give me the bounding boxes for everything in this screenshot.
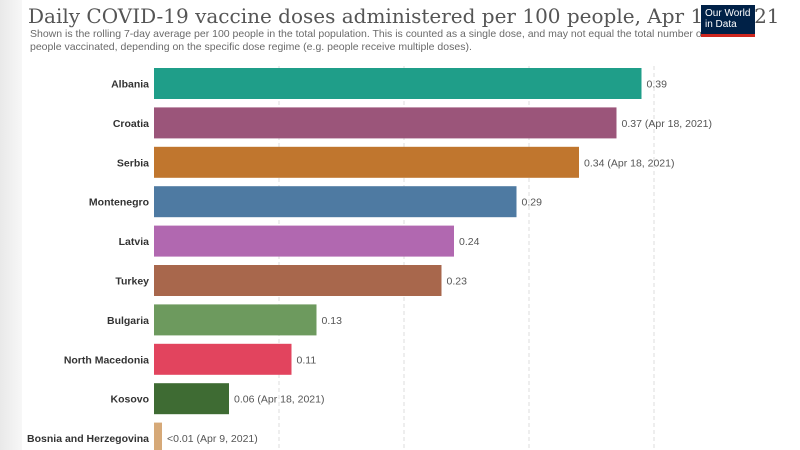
- category-label: Montenegro: [89, 197, 149, 209]
- bar-turkey[interactable]: [154, 265, 442, 296]
- bar-albania[interactable]: [154, 68, 642, 99]
- category-label: Serbia: [117, 157, 149, 169]
- value-label: <0.01 (Apr 9, 2021): [167, 433, 258, 445]
- value-label: 0.06 (Apr 18, 2021): [234, 394, 324, 406]
- bar-north-macedonia[interactable]: [154, 343, 292, 375]
- category-label: North Macedonia: [64, 354, 149, 366]
- category-label: Croatia: [113, 118, 149, 130]
- value-label: 0.34 (Apr 18, 2021): [584, 157, 674, 169]
- bar-montenegro[interactable]: [154, 186, 517, 218]
- bar-latvia[interactable]: [154, 225, 454, 257]
- category-label: Bosnia and Herzegovina: [27, 433, 149, 445]
- bar-croatia[interactable]: [154, 107, 617, 139]
- value-label: 0.13: [322, 315, 343, 327]
- value-label: 0.23: [447, 276, 468, 288]
- bar-bulgaria[interactable]: [154, 304, 317, 336]
- value-label: 0.29: [522, 197, 543, 209]
- category-label: Bulgaria: [107, 315, 149, 327]
- value-label: 0.37 (Apr 18, 2021): [622, 118, 712, 130]
- background-strip: [0, 0, 22, 450]
- logo-line-1: Our World: [705, 8, 751, 19]
- category-label: Turkey: [115, 276, 149, 288]
- category-label: Latvia: [119, 236, 150, 248]
- chart-subtitle: Shown is the rolling 7-day average per 1…: [30, 28, 705, 53]
- logo-accent-bar: [701, 34, 755, 37]
- bar-kosovo[interactable]: [154, 383, 229, 415]
- chart-title: Daily COVID-19 vaccine doses administere…: [28, 4, 780, 28]
- bar-serbia[interactable]: [154, 146, 579, 178]
- category-label: Albania: [111, 79, 149, 91]
- our-world-in-data-logo[interactable]: Our World in Data: [701, 5, 755, 37]
- value-label: 0.39: [647, 79, 668, 91]
- logo-line-2: in Data: [705, 19, 737, 30]
- category-label: Kosovo: [110, 394, 149, 406]
- value-label: 0.11: [297, 354, 317, 366]
- bar-bosnia-and-herzegovina[interactable]: [154, 422, 162, 450]
- value-label: 0.24: [459, 236, 480, 248]
